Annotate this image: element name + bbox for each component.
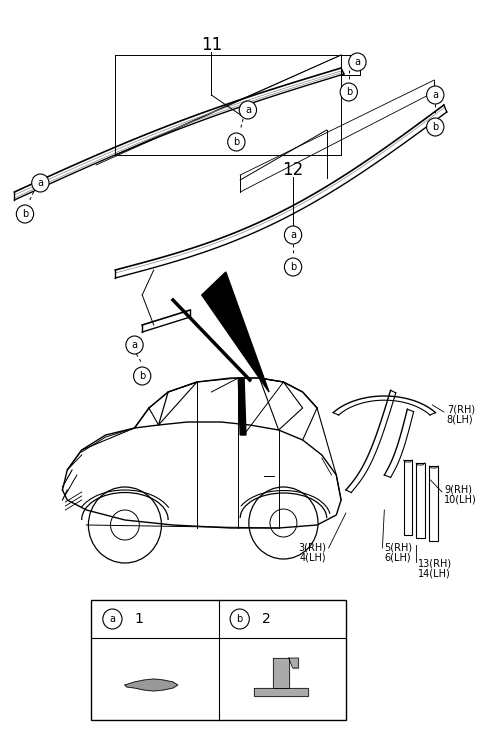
Circle shape — [230, 609, 249, 629]
Text: a: a — [132, 340, 137, 350]
Text: 11: 11 — [201, 36, 222, 54]
Text: 8(LH): 8(LH) — [447, 415, 473, 425]
Polygon shape — [254, 688, 308, 696]
Text: 4(LH): 4(LH) — [300, 553, 327, 563]
Circle shape — [239, 101, 256, 119]
Polygon shape — [202, 272, 269, 392]
Bar — [416, 463, 425, 538]
Polygon shape — [125, 679, 178, 691]
Circle shape — [228, 133, 245, 151]
Text: b: b — [346, 87, 352, 97]
Text: b: b — [237, 614, 243, 624]
Text: a: a — [37, 178, 43, 188]
Circle shape — [16, 205, 34, 223]
Text: 12: 12 — [282, 161, 304, 179]
Text: a: a — [109, 614, 115, 624]
Circle shape — [126, 336, 143, 354]
Bar — [404, 460, 412, 535]
Text: 10(LH): 10(LH) — [444, 495, 477, 505]
Text: b: b — [139, 371, 145, 381]
Text: 2: 2 — [262, 612, 271, 626]
Bar — [91, 600, 346, 720]
Circle shape — [285, 226, 302, 244]
Text: 5(RH): 5(RH) — [384, 543, 412, 553]
Polygon shape — [238, 378, 246, 435]
Circle shape — [427, 86, 444, 104]
Polygon shape — [273, 658, 289, 688]
Text: b: b — [233, 137, 240, 147]
Circle shape — [32, 174, 49, 192]
Polygon shape — [289, 658, 299, 668]
Text: a: a — [432, 90, 438, 100]
Circle shape — [340, 83, 358, 101]
Text: 13(RH): 13(RH) — [418, 558, 452, 568]
Text: 9(RH): 9(RH) — [444, 485, 472, 495]
Text: b: b — [432, 122, 438, 132]
Text: a: a — [354, 57, 360, 67]
Text: b: b — [290, 262, 296, 272]
Circle shape — [285, 258, 302, 276]
Circle shape — [133, 367, 151, 385]
Text: 3(RH): 3(RH) — [299, 543, 327, 553]
Text: 7(RH): 7(RH) — [447, 405, 475, 415]
Text: 6(LH): 6(LH) — [384, 553, 411, 563]
Circle shape — [349, 53, 366, 71]
Circle shape — [103, 609, 122, 629]
Circle shape — [427, 118, 444, 136]
Text: b: b — [22, 209, 28, 219]
Text: a: a — [245, 105, 251, 115]
Bar — [430, 466, 438, 541]
Text: a: a — [290, 230, 296, 240]
Text: 14(LH): 14(LH) — [418, 568, 451, 578]
Text: 1: 1 — [135, 612, 144, 626]
